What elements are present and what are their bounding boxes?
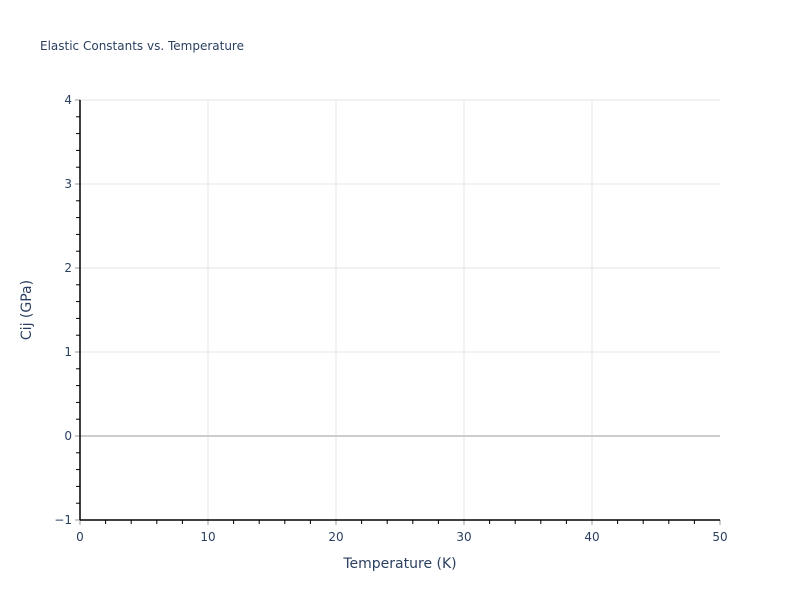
x-tick-label: 40 (584, 530, 599, 544)
chart-title: Elastic Constants vs. Temperature (40, 39, 244, 53)
grid (80, 99, 720, 520)
x-tick-label: 20 (328, 530, 343, 544)
y-axis-label: Cij (GPa) (19, 280, 35, 340)
x-tick-label: 50 (712, 530, 727, 544)
ticks: 0 10 20 30 40 50 −1 0 1 2 3 4 (54, 93, 727, 544)
x-tick-label: 0 (76, 530, 84, 544)
y-tick-label: 0 (64, 429, 72, 443)
y-tick-label: 1 (64, 345, 72, 359)
x-tick-label: 10 (200, 530, 215, 544)
y-tick-label: 4 (64, 93, 72, 107)
x-axis-label: Temperature (K) (342, 556, 456, 572)
x-tick-label: 30 (456, 530, 471, 544)
y-tick-label: 3 (64, 177, 72, 191)
y-tick-label: −1 (54, 513, 72, 527)
y-tick-label: 2 (64, 261, 72, 275)
